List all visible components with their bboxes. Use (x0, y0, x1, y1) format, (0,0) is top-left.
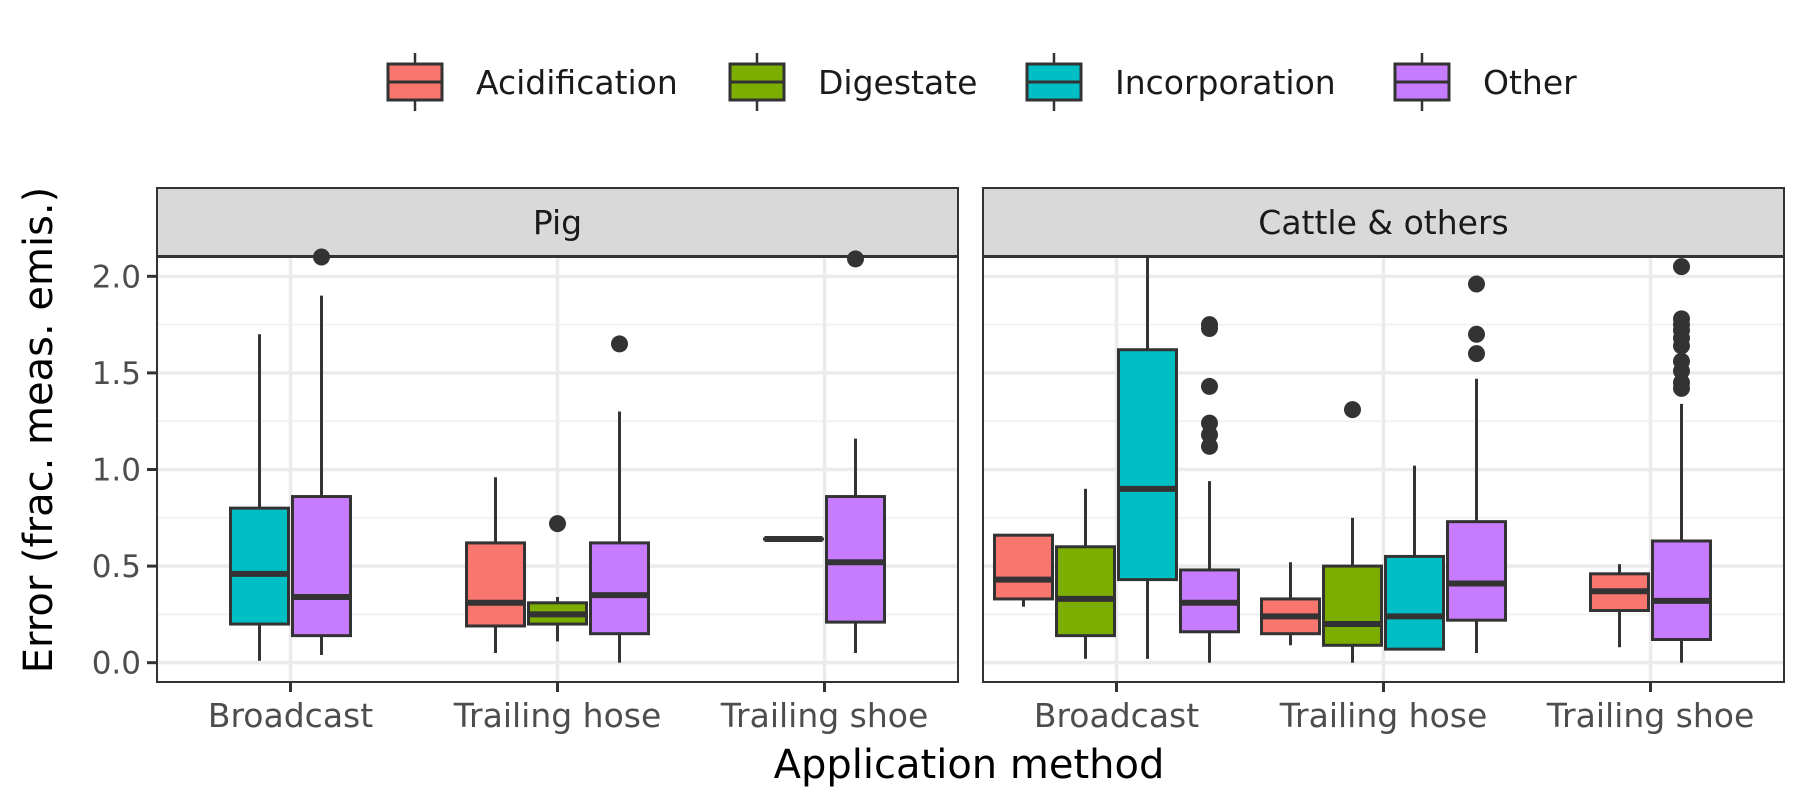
outlier-point (1468, 325, 1485, 343)
facet-strip-label: Pig (533, 203, 582, 242)
y-tick-label: 0.5 (92, 549, 141, 585)
y-tick-label: 2.0 (92, 259, 141, 295)
outlier-point (1344, 401, 1361, 419)
outlier-point (549, 515, 566, 533)
legend-label: Other (1483, 63, 1577, 102)
legend-item-acidification: Acidification (386, 53, 678, 111)
outlier-point (1468, 345, 1485, 363)
legend-item-digestate: Digestate (728, 53, 977, 111)
box-broadcast-incorporation (229, 334, 290, 661)
box-broadcast-digestate (1055, 488, 1116, 659)
facet-panel-pig: Pig Broadcast Trailing hose Trailing shoe 0.… (92, 187, 959, 735)
outlier-point (1673, 258, 1690, 276)
box-broadcast-incorporation (1117, 257, 1178, 659)
box-trailing-shoe-other (1651, 258, 1712, 663)
box-body (1446, 520, 1507, 622)
y-axis-title: Error (frac. meas. emis.) (16, 187, 62, 673)
y-tick-label: 1.5 (92, 356, 141, 392)
legend-label: Incorporation (1115, 63, 1336, 102)
box-trailing-shoe-acidification (1589, 564, 1650, 648)
box-body (465, 541, 526, 628)
box-trailing-hose-digestate (527, 515, 588, 642)
box-trailing-hose-acidification (1260, 562, 1321, 646)
x-tick-label: Broadcast (1034, 696, 1199, 735)
box-body (1322, 564, 1383, 647)
box-trailing-hose-other (589, 335, 650, 663)
legend: Acidification Digestate Incorporation Other (386, 53, 1577, 111)
box-body (1651, 539, 1712, 642)
legend-item-incorporation: Incorporation (1025, 53, 1336, 111)
legend-item-other: Other (1393, 53, 1577, 111)
outlier-point (1673, 310, 1690, 328)
box-trailing-shoe-other (825, 250, 886, 654)
box-body (229, 506, 290, 626)
facet-panel-cattle-others: Cattle & others Broadcast Trailing hose Tra… (982, 187, 1785, 735)
box-trailing-hose-other (1446, 275, 1507, 654)
outlier-point (1468, 275, 1485, 293)
outlier-point (1201, 414, 1218, 432)
x-tick-label: Broadcast (208, 696, 373, 735)
x-tick-label: Trailing hose (453, 696, 662, 735)
box-body (589, 541, 650, 636)
box-body (1117, 348, 1178, 582)
outlier-point (1673, 352, 1690, 370)
facet-strip-label: Cattle & others (1258, 203, 1508, 242)
x-tick-label: Trailing shoe (1546, 696, 1755, 735)
x-axis-title: Application method (774, 742, 1165, 788)
box-trailing-hose-digestate (1322, 401, 1383, 663)
box-broadcast-acidification (993, 533, 1054, 607)
box-body (993, 533, 1054, 601)
outlier-point (1201, 316, 1218, 334)
y-tick-label: 0.0 (92, 646, 141, 682)
box-trailing-hose-acidification (465, 477, 526, 654)
box-body (1384, 554, 1445, 651)
facets: Pig Broadcast Trailing hose Trailing shoe 0.… (92, 187, 1785, 735)
box-broadcast-other (1179, 316, 1240, 663)
box-trailing-hose-incorporation (1384, 465, 1445, 651)
box-body (291, 495, 352, 638)
outlier-point (847, 250, 864, 268)
facet-strip (156, 187, 959, 257)
legend-label: Acidification (476, 63, 678, 102)
outlier-point (1201, 377, 1218, 395)
x-tick-label: Trailing shoe (720, 696, 929, 735)
y-tick-label: 1.0 (92, 453, 141, 489)
box-body (1055, 545, 1116, 638)
outlier-point (611, 335, 628, 353)
x-tick-label: Trailing hose (1279, 696, 1488, 735)
facet-strip (982, 187, 1785, 257)
legend-label: Digestate (818, 63, 977, 102)
